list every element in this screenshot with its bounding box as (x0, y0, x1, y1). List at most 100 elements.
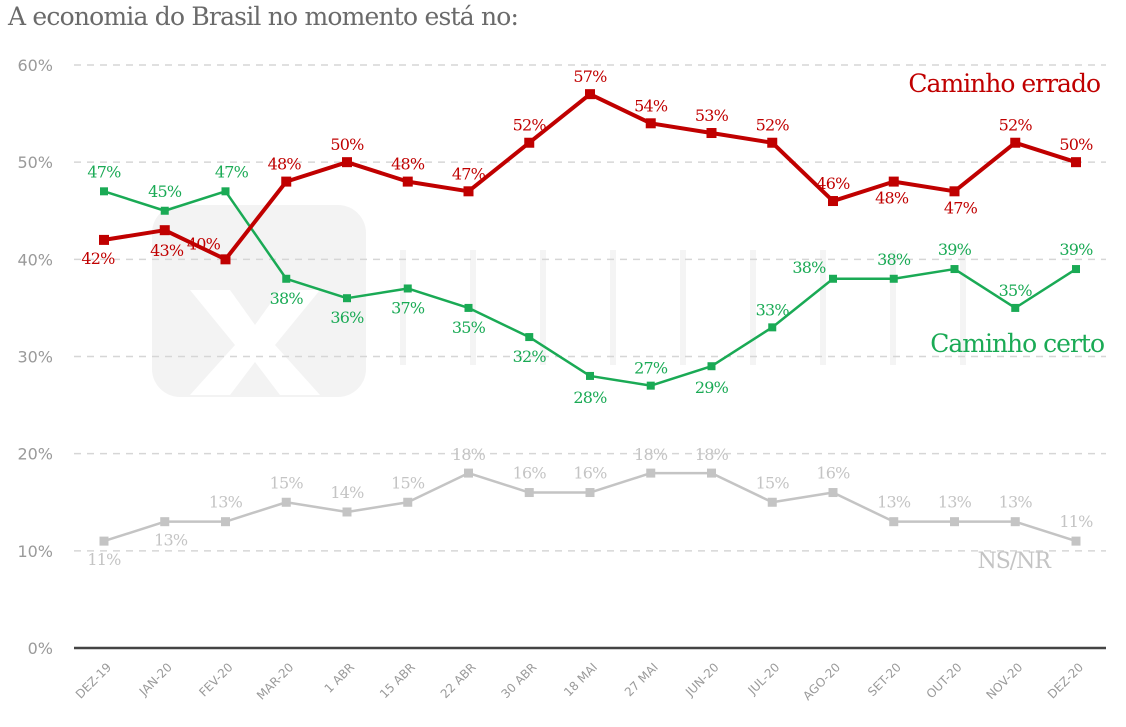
y-tick-label: 40% (17, 250, 53, 269)
data-label: 39% (938, 240, 972, 259)
legend-item: Caminho certo (930, 329, 1104, 358)
data-point (1072, 265, 1080, 274)
data-point (767, 497, 777, 507)
data-point (221, 187, 230, 196)
data-point (829, 274, 837, 283)
data-label: 35% (999, 281, 1033, 300)
data-point (706, 128, 717, 139)
legend-item: NS/NR (977, 549, 1052, 574)
data-label: 15% (270, 473, 304, 492)
x-tick-label: 18 MAI (561, 660, 600, 699)
data-point (646, 468, 656, 478)
series-caminho-certo: 47% 45% 47% 38% 36% 37% 35% 32% 28% 27% 29% 33% 38% 3… (87, 162, 1094, 407)
data-point (160, 206, 169, 215)
data-label: 13% (938, 493, 972, 512)
data-point (402, 176, 413, 187)
data-point (160, 517, 170, 527)
data-point (524, 137, 535, 148)
x-tick-label: 22 ABR (438, 660, 479, 701)
watermark-badge (152, 205, 366, 397)
data-label: 38% (792, 258, 826, 277)
data-point (889, 274, 898, 283)
data-point (950, 265, 959, 274)
data-point (220, 254, 231, 265)
data-point (403, 497, 413, 507)
data-label: 52% (513, 116, 547, 135)
data-point (524, 488, 534, 498)
data-point (707, 362, 716, 371)
data-label: 43% (150, 241, 184, 260)
legend: Caminho errado Caminho certo NS/NR (908, 69, 1105, 574)
data-point (221, 517, 230, 527)
data-point (888, 176, 899, 187)
data-point (1011, 303, 1020, 312)
watermark-stroke (960, 250, 966, 365)
data-label: 53% (695, 106, 729, 125)
y-tick-label: 0% (28, 639, 53, 658)
data-point (281, 497, 291, 507)
x-tick-label: OUT-20 (924, 660, 965, 701)
x-tick-label: 27 MAI (622, 660, 661, 699)
data-label: 13% (999, 493, 1033, 512)
x-axis: DEZ-19 JAN-20 FEV-20 MAR-20 1 ABR 15 ABR 22 AB… (73, 660, 1086, 703)
data-point (585, 488, 595, 498)
y-axis: 0% 10% 20% 30% 40% 50% 60% (17, 56, 53, 658)
data-label: 50% (330, 135, 364, 154)
data-label: 13% (877, 493, 911, 512)
data-point (342, 157, 352, 168)
series-group: 11% 13% 13% 15% 14% 15% 18% 16% 16% 18% 18% 15% 16% 1… (81, 67, 1094, 569)
x-tick-label: DEZ-20 (1045, 660, 1086, 701)
data-label: 32% (513, 347, 547, 366)
watermark-stroke (400, 250, 406, 365)
data-label: 11% (87, 550, 121, 569)
data-label: 47% (452, 164, 486, 183)
x-tick-label: NOV-20 (983, 660, 1025, 702)
data-label: 29% (695, 378, 729, 397)
data-label: 35% (452, 318, 486, 337)
data-point (403, 284, 412, 293)
data-point (525, 333, 534, 342)
watermark-stroke (610, 250, 616, 365)
data-point (585, 89, 595, 100)
watermark-x-shape (190, 290, 320, 395)
y-tick-label: 10% (17, 542, 53, 561)
data-point (463, 186, 474, 197)
data-label: 15% (391, 473, 425, 492)
data-point (159, 225, 170, 236)
data-label: 36% (330, 308, 364, 327)
data-point (342, 507, 352, 517)
x-tick-label: AGO-20 (800, 660, 843, 703)
data-point (100, 187, 108, 196)
x-tick-label: DEZ-19 (73, 660, 114, 701)
series-ns-nr: 11% 13% 13% 15% 14% 15% 18% 16% 16% 18% 18% 15% 16% 1… (87, 445, 1094, 569)
y-tick-label: 60% (17, 56, 53, 75)
data-label: 40% (187, 234, 221, 253)
data-point (889, 517, 899, 527)
watermark-stroke (470, 250, 476, 365)
data-label: 18% (695, 445, 729, 464)
data-label: 46% (816, 174, 850, 193)
x-tick-label: JUL-20 (745, 660, 783, 698)
x-tick-label: 15 ABR (377, 660, 418, 701)
x-tick-label: 1 ABR (322, 660, 358, 696)
x-tick-label: JUN-20 (682, 660, 722, 700)
y-tick-label: 30% (17, 348, 53, 367)
data-label: 52% (999, 116, 1033, 135)
y-tick-label: 20% (17, 445, 53, 464)
series-line (103, 471, 1077, 543)
data-label: 16% (816, 464, 850, 483)
data-point (281, 176, 292, 187)
watermark-stroke (540, 250, 546, 365)
data-point (645, 118, 656, 129)
data-point (1010, 137, 1021, 148)
data-label: 39% (1059, 240, 1093, 259)
data-label: 18% (634, 445, 668, 464)
data-point (707, 468, 716, 478)
data-point (949, 186, 960, 197)
watermark-stroke (890, 250, 896, 365)
x-tick-label: FEV-20 (196, 660, 235, 699)
data-label: 47% (944, 198, 978, 217)
data-label: 50% (1059, 135, 1093, 154)
data-point (950, 517, 959, 527)
